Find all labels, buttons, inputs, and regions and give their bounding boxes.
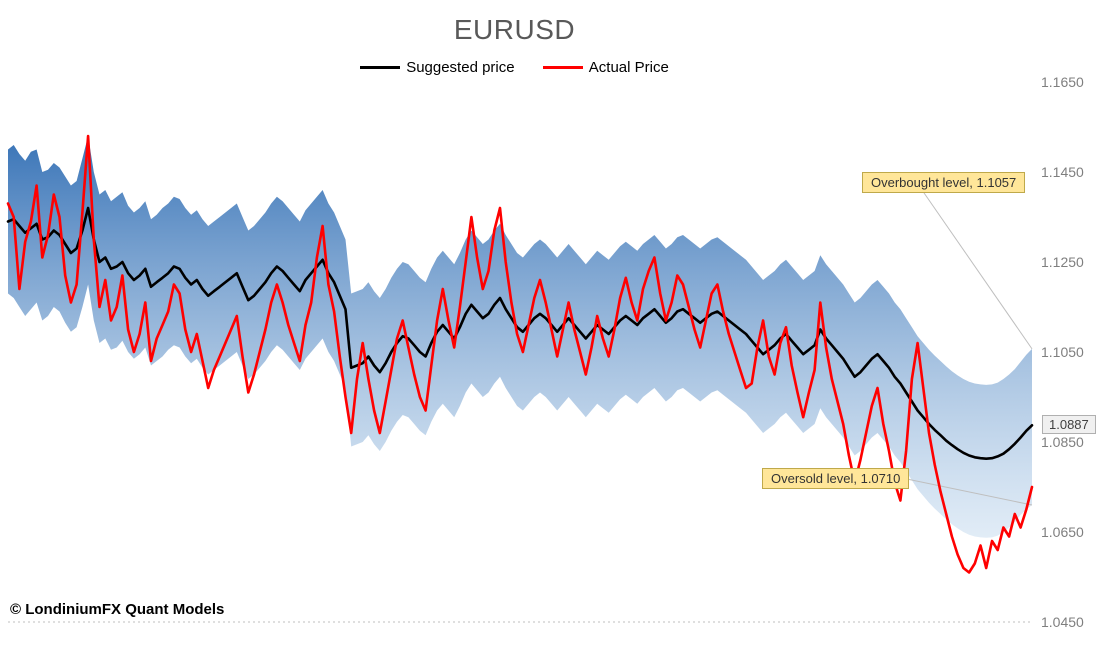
chart-container: EURUSD Suggested price Actual Price 1.04… xyxy=(0,0,1109,648)
callout-leader xyxy=(922,190,1032,349)
y-tick-label: 1.0450 xyxy=(1041,614,1101,630)
plot-area xyxy=(0,0,1109,648)
y-tick-label: 1.1050 xyxy=(1041,344,1101,360)
y-tick-label: 1.0650 xyxy=(1041,524,1101,540)
callout-overbought: Overbought level, 1.1057 xyxy=(862,172,1025,193)
y-tick-label: 1.1250 xyxy=(1041,254,1101,270)
last-value-badge: 1.0887 xyxy=(1042,415,1096,434)
callout-oversold: Oversold level, 1.0710 xyxy=(762,468,909,489)
y-tick-label: 1.1650 xyxy=(1041,74,1101,90)
y-tick-label: 1.0850 xyxy=(1041,434,1101,450)
chart-credit: © LondiniumFX Quant Models xyxy=(10,601,224,618)
y-tick-label: 1.1450 xyxy=(1041,164,1101,180)
